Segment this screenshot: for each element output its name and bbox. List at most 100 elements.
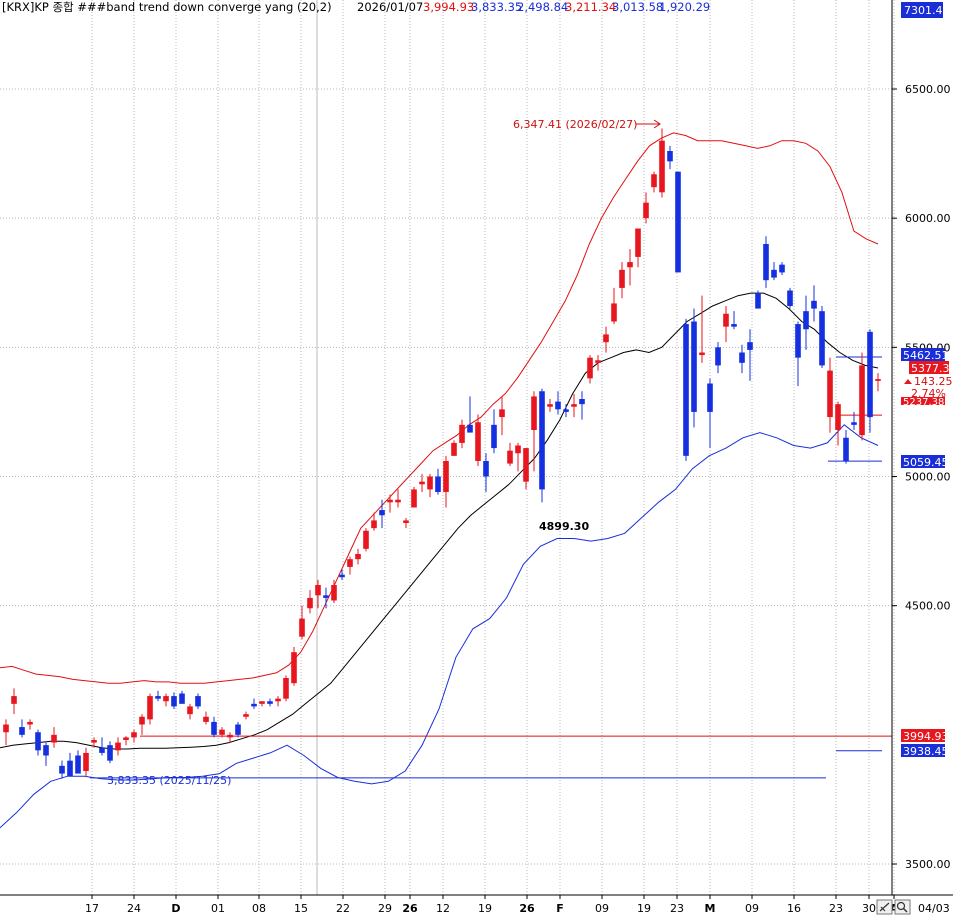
candle-body	[419, 481, 425, 485]
x-tick-label: 24	[127, 902, 141, 915]
x-tick-label: M	[705, 902, 716, 915]
candle-body	[51, 734, 57, 743]
candle-body	[99, 747, 105, 753]
candle-body	[395, 499, 401, 503]
x-tick-label: 16	[787, 902, 801, 915]
candle-body	[691, 321, 697, 412]
candle-body	[579, 399, 585, 405]
candle-body	[251, 703, 257, 707]
candle-body	[219, 729, 225, 735]
candle-body	[611, 303, 617, 322]
candle-body	[779, 264, 785, 273]
mid-band-badge	[901, 397, 945, 405]
mid-band-badge-label: 5237.38	[903, 397, 944, 408]
x-tick-label: 15	[294, 902, 308, 915]
candle-body	[315, 585, 321, 596]
candle-body	[795, 324, 801, 358]
y-tick-label: 6000.00	[905, 212, 951, 225]
candle-body	[755, 293, 761, 309]
candle-body	[259, 701, 265, 704]
middle-band-line	[0, 292, 879, 750]
high-annotation: 6,347.41 (2026/02/27)	[513, 118, 637, 131]
x-tick-label: 30	[862, 902, 876, 915]
candle-body	[451, 442, 457, 456]
candle-body	[819, 311, 825, 366]
candle-body	[203, 716, 209, 722]
candle-body	[403, 520, 409, 523]
candle-body	[147, 696, 153, 720]
candle-body	[619, 269, 625, 288]
red-line-badge	[901, 729, 945, 742]
plot-area[interactable]	[0, 0, 892, 895]
x-tick-label: 09	[745, 902, 759, 915]
candle-body	[291, 652, 297, 684]
candle-body	[331, 585, 337, 601]
candle-body	[195, 696, 201, 707]
candle-body	[771, 269, 777, 278]
red-line-badge-label: 3994.93	[903, 730, 949, 743]
candle-body	[723, 313, 729, 327]
candle-body	[339, 574, 345, 578]
candle-body	[555, 401, 561, 410]
candle-body	[547, 404, 553, 407]
candle-body	[643, 202, 649, 219]
candle-body	[75, 755, 81, 774]
blue-line-badge-label: 3938.45	[903, 745, 949, 758]
candle-body	[667, 151, 673, 162]
y-tick-label: 4500.00	[905, 600, 951, 613]
change-value: 143.25	[914, 375, 953, 388]
candle-body	[603, 334, 609, 343]
header-value-5: 3,013.58	[612, 0, 663, 14]
x-tick-label: 08	[252, 902, 266, 915]
candle-body	[699, 352, 705, 356]
upper-band-badge	[901, 348, 945, 361]
x-tick-label: 19	[637, 902, 651, 915]
candle-body	[659, 140, 665, 193]
candle-body	[731, 324, 737, 327]
candle-body	[531, 396, 537, 430]
candle-body	[355, 554, 361, 560]
candle-body	[107, 745, 113, 761]
candle-body	[835, 404, 841, 430]
magnifier-handle	[902, 907, 908, 913]
upper-band-badge-label: 5462.51	[903, 349, 949, 362]
candle-body	[67, 760, 73, 777]
lower-band-line	[0, 424, 879, 829]
candle-body	[715, 347, 721, 366]
candle-body	[427, 476, 433, 490]
candle-body	[803, 311, 809, 330]
candle-body	[371, 520, 377, 529]
candle-body	[491, 424, 497, 449]
candle-body	[163, 696, 169, 702]
candle-body	[499, 409, 505, 418]
x-tick-label: 17	[85, 902, 99, 915]
y-tick-label: 3500.00	[905, 858, 951, 871]
candle-body	[3, 724, 9, 733]
upper-band-line	[0, 132, 879, 684]
x-tick-label: 12	[436, 902, 450, 915]
candle-body	[875, 379, 881, 381]
x-tick-label: 01	[211, 902, 225, 915]
x-tick-label: F	[556, 902, 564, 915]
candle-body	[675, 171, 681, 273]
candle-body	[123, 737, 129, 740]
candle-body	[827, 370, 833, 418]
lower-band-badge-label: 5059.45	[903, 456, 949, 469]
candle-body	[747, 342, 753, 350]
x-tick-label: 29	[378, 902, 392, 915]
candle-body	[523, 448, 529, 482]
candle-body	[507, 450, 513, 464]
candle-body	[131, 732, 137, 738]
candle-body	[707, 383, 713, 412]
y-tick-label: 5000.00	[905, 471, 951, 484]
candle-body	[307, 597, 313, 609]
candle-body	[843, 437, 849, 461]
candle-body	[739, 352, 745, 363]
candle-body	[595, 360, 601, 363]
candle-body	[867, 331, 873, 418]
candle-body	[379, 510, 385, 516]
zoom-icon	[879, 902, 890, 912]
candle-body	[635, 228, 641, 257]
